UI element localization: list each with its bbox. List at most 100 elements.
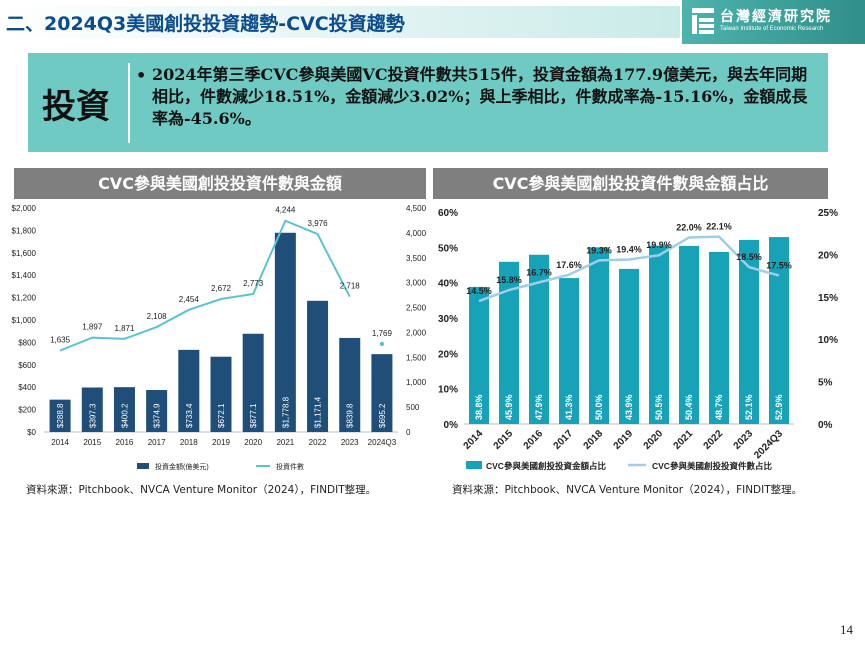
chart2-investment-share: 0% 10% 20% 30% 40% 50% 60% 0% 5% 10% 15% 20% 25% 38.8… <box>438 208 838 471</box>
chart2-bar-label: 45.9% <box>504 394 514 420</box>
chart1-category-label: 2014 <box>51 438 69 447</box>
chart1-bar-label: $374.9 <box>153 403 162 428</box>
chart1-category-label: 2024Q3 <box>368 438 397 447</box>
chart2-title: CVC參與美國創投投資件數與金額占比 <box>433 168 828 199</box>
chart1-bar-label: $288.8 <box>56 403 65 428</box>
chart1-line-label: 2,718 <box>340 282 361 291</box>
chart2-category-label: 2015 <box>492 428 516 452</box>
chart1-bar <box>81 387 103 432</box>
chart1-category-label: 2019 <box>212 438 230 447</box>
page-number: 14 <box>840 622 853 637</box>
chart2-bar <box>649 245 669 424</box>
chart1-right-tick-label: 500 <box>406 403 420 412</box>
chart1-left-tick-label: $400 <box>18 383 36 392</box>
chart2-bar-label: 41.3% <box>564 394 574 420</box>
chart2-left-tick-label: 10% <box>438 385 458 396</box>
chart1-legend-line-label: 投資件數 <box>276 462 304 471</box>
chart1-bar <box>178 349 200 432</box>
chart2-line-label: 19.9% <box>646 240 672 250</box>
chart1-left-tick-label: $1,000 <box>12 316 37 325</box>
chart1-bar <box>113 387 135 432</box>
institute-logo: 台灣經濟研究院 Taiwan Institute of Economic Res… <box>682 0 865 44</box>
chart2-bar-label: 50.0% <box>594 394 604 420</box>
chart1-bar-label: $839.8 <box>346 403 355 428</box>
chart1-bar-label: $672.1 <box>217 403 226 428</box>
chart2-bar <box>709 251 729 424</box>
chart2-left-tick-label: 30% <box>438 314 458 325</box>
chart2-bar-label: 50.5% <box>654 394 664 420</box>
chart1-legend-bar-label: 投資金額(億美元) <box>155 462 209 471</box>
chart2-bar <box>769 237 789 424</box>
chart1-left-tick-label: $1,800 <box>12 226 37 235</box>
chart1-bar-label: $1,778.8 <box>281 396 290 428</box>
chart1-bar <box>274 232 296 432</box>
chart2-right-tick-label: 15% <box>818 293 838 304</box>
chart2-bar <box>619 268 639 424</box>
chart1-right-tick-label: 2,000 <box>406 328 427 337</box>
chart2-bar <box>469 286 489 424</box>
chart2-right-tick-label: 10% <box>818 335 838 346</box>
chart2-bar-label: 50.4% <box>684 394 694 420</box>
chart2-share-line <box>478 235 780 303</box>
chart2-category-label: 2022 <box>702 428 726 452</box>
chart2-bar-label: 48.7% <box>714 394 724 420</box>
chart1-left-tick-label: $1,200 <box>12 294 37 303</box>
chart1-line-label: 1,871 <box>114 324 135 333</box>
chart2-line-label: 15.8% <box>496 275 522 285</box>
chart1-bar <box>371 354 393 432</box>
chart1-investment-count-amount: $0 $200 $400 $600 $800 $1,000 $1,200 $1,400 $1,6… <box>12 204 427 471</box>
chart1-left-tick-label: $2,000 <box>12 204 37 213</box>
chart1-category-label: 2023 <box>341 438 359 447</box>
chart2-line-label: 18.5% <box>736 252 762 262</box>
chart1-count-point <box>379 341 385 347</box>
chart1-category-label: 2022 <box>309 438 327 447</box>
chart1-bar <box>49 399 71 432</box>
summary-divider <box>128 63 130 143</box>
chart2-line-label: 22.1% <box>706 222 732 232</box>
chart2-line-label: 17.5% <box>766 261 792 271</box>
chart1-source: 資料來源：Pitchbook、NVCA Venture Monitor（2024… <box>26 484 377 496</box>
chart1-line-label: 4,244 <box>275 206 296 215</box>
chart1-left-tick-label: $0 <box>27 428 36 437</box>
summary-box: 投資 • 2024年第三季CVC參與美國VC投資件數共515件，投資金額為177… <box>28 53 828 152</box>
chart2-line-label: 19.3% <box>586 245 612 255</box>
chart2-left-tick-label: 40% <box>438 279 458 290</box>
chart1-bar <box>146 390 168 432</box>
chart2-bar-label: 52.9% <box>774 394 784 420</box>
chart1-bar-label: $877.1 <box>249 403 258 428</box>
summary-text: 2024年第三季CVC參與美國VC投資件數共515件，投資金額為177.9億美元… <box>152 65 808 128</box>
chart1-category-label: 2017 <box>148 438 166 447</box>
chart1-category-label: 2015 <box>83 438 101 447</box>
chart1-category-label: 2016 <box>116 438 134 447</box>
chart1-right-tick-label: 1,500 <box>406 353 427 362</box>
summary-bullet: • <box>136 66 147 85</box>
chart1-line-label: 1,635 <box>50 336 71 345</box>
chart1-bar <box>242 333 264 432</box>
chart2-legend-bar-label: CVC參與美國創投投資金額占比 <box>486 461 606 471</box>
chart2-bar-label: 52.1% <box>744 394 754 420</box>
chart1-bar-label: $1,171.4 <box>314 396 323 428</box>
chart1-right-tick-label: 3,000 <box>406 279 427 288</box>
chart2-bar-label: 43.9% <box>624 394 634 420</box>
chart1-left-tick-label: $1,400 <box>12 271 37 280</box>
chart2-left-tick-label: 50% <box>438 243 458 254</box>
chart1-right-tick-label: 2,500 <box>406 304 427 313</box>
chart2-bar <box>559 278 579 424</box>
chart2-category-label: 2023 <box>732 428 756 452</box>
chart2-line-label: 16.7% <box>526 267 552 277</box>
chart2-category-label: 2014 <box>462 428 486 452</box>
logo-mark-icon <box>692 8 714 34</box>
chart1-category-label: 2020 <box>244 438 262 447</box>
header-band <box>0 6 680 38</box>
chart1-right-tick-label: 4,500 <box>406 204 427 213</box>
chart1-line-label: 1,897 <box>82 323 103 332</box>
logo-english-name: Taiwan Institute of Economic Research <box>720 26 824 32</box>
chart2-bar <box>679 245 699 424</box>
chart2-left-tick-label: 60% <box>438 208 458 219</box>
chart2-category-label: 2019 <box>612 428 636 452</box>
chart1-right-tick-label: 4,000 <box>406 229 427 238</box>
chart1-left-tick-label: $600 <box>18 361 36 370</box>
header-bar: 二、2024Q3美國創投投資趨勢-CVC投資趨勢 台灣經濟研究院 Taiwan … <box>0 0 865 44</box>
chart1-line-label: 1,769 <box>372 329 393 338</box>
chart2-source: 資料來源：Pitchbook、NVCA Venture Monitor（2024… <box>452 484 803 496</box>
